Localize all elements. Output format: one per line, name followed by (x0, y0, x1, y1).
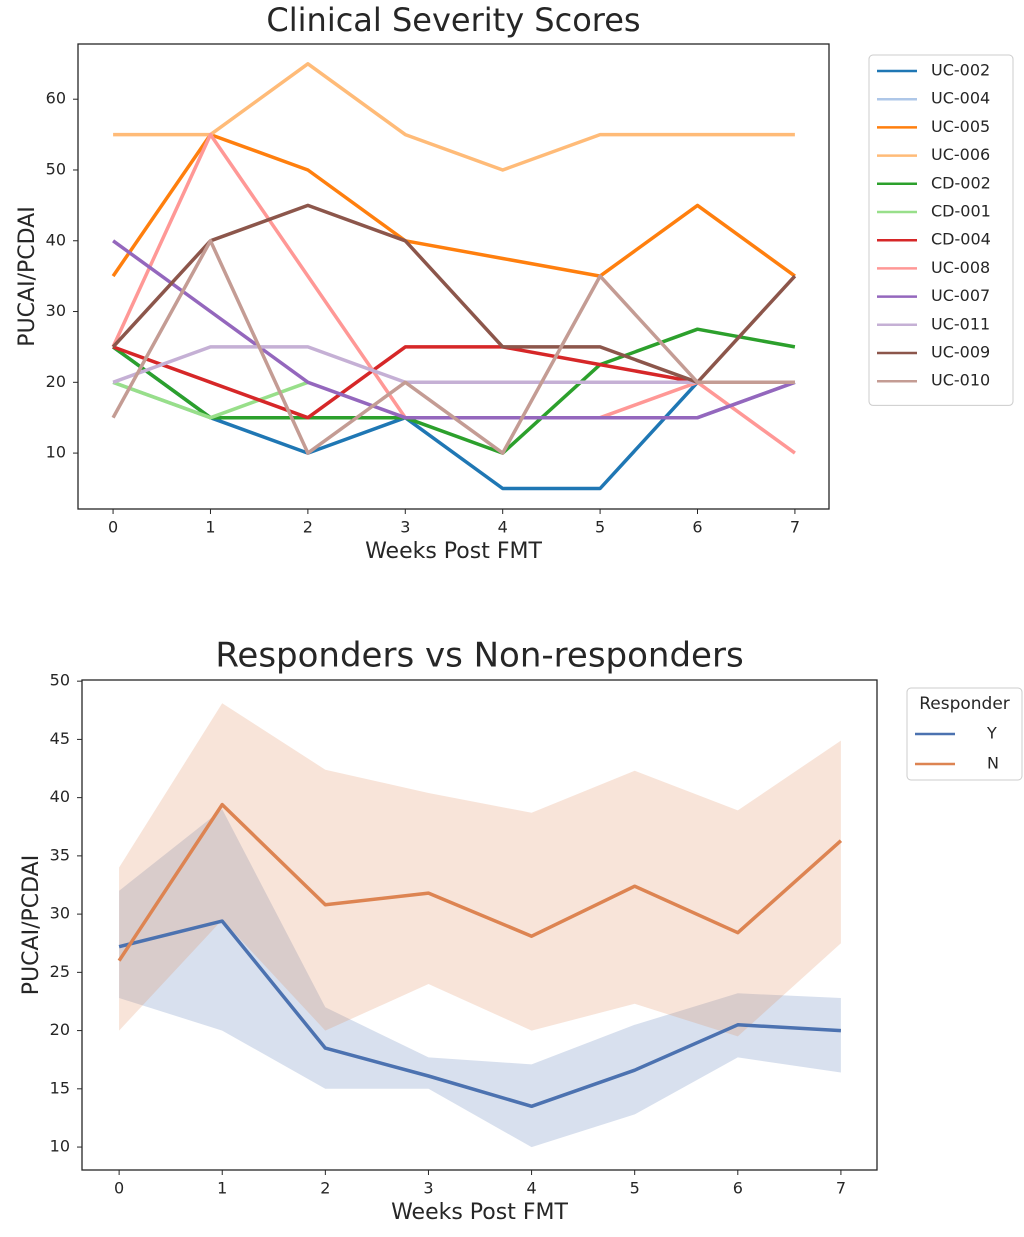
legend-label: UC-009 (931, 343, 990, 362)
plot-frame (81, 679, 878, 1171)
confidence-band (119, 703, 841, 1037)
y-tick-label: 60 (46, 89, 66, 108)
confidence-band (119, 809, 841, 1148)
x-tick-label: 4 (498, 518, 508, 537)
series-line (118, 919, 841, 1109)
x-axis-label: Weeks Post FMT (391, 1200, 568, 1225)
x-tick-label: 3 (423, 1179, 433, 1198)
legend-label: CD-004 (931, 230, 991, 249)
series-line (112, 380, 309, 420)
x-tick-label: 6 (733, 1179, 743, 1198)
x-tick-label: 7 (836, 1179, 846, 1198)
y-tick-label: 20 (46, 372, 66, 391)
legend-title: Responder (919, 694, 1010, 714)
y-axis-label: PUCAI/PCDAI (19, 855, 44, 995)
x-tick-label: 2 (320, 1179, 330, 1198)
legend-label: UC-004 (931, 89, 990, 108)
legend-label: UC-005 (931, 117, 990, 136)
chart-title: Responders vs Non-responders (215, 636, 743, 676)
y-tick-label: 30 (50, 904, 70, 923)
legend-label: N (987, 754, 999, 773)
y-tick-label: 40 (50, 787, 70, 806)
legend-label: UC-008 (931, 258, 990, 277)
y-tick-label: 40 (46, 230, 66, 249)
x-tick-label: 7 (790, 518, 800, 537)
legend-label: UC-002 (931, 61, 990, 80)
y-tick-label: 20 (50, 1020, 70, 1039)
x-tick-label: 2 (303, 518, 313, 537)
series-line (113, 62, 795, 172)
y-axis-label: PUCAI/PCDAI (15, 206, 40, 346)
series-line (111, 239, 795, 455)
x-tick-label: 5 (595, 518, 605, 537)
series-line (112, 345, 795, 385)
x-tick-label: 1 (205, 518, 215, 537)
x-tick-label: 4 (526, 1179, 536, 1198)
x-tick-label: 6 (692, 518, 702, 537)
legend-box (868, 54, 1014, 406)
y-tick-label: 45 (50, 729, 70, 748)
legend-label: UC-007 (931, 286, 990, 305)
plot-frame (77, 43, 830, 510)
series-line (112, 345, 795, 491)
series-line (111, 132, 796, 278)
x-tick-label: 0 (108, 518, 118, 537)
legend-label: UC-006 (931, 145, 990, 164)
x-tick-label: 1 (217, 1179, 227, 1198)
y-tick-label: 30 (46, 301, 66, 320)
x-tick-label: 3 (400, 518, 410, 537)
legend-label: Y (986, 724, 997, 743)
series-line (112, 345, 698, 420)
y-tick-label: 50 (50, 671, 70, 690)
y-tick-label: 15 (50, 1078, 70, 1097)
y-tick-label: 25 (50, 962, 70, 981)
legend-label: CD-002 (931, 173, 991, 192)
y-tick-label: 10 (50, 1137, 70, 1156)
x-tick-label: 5 (630, 1179, 640, 1198)
legend-label: UC-010 (931, 371, 990, 390)
y-tick-label: 50 (46, 159, 66, 178)
series-line (117, 802, 843, 962)
y-tick-label: 35 (50, 845, 70, 864)
series-line (111, 203, 797, 385)
x-tick-label: 0 (114, 1179, 124, 1198)
x-axis-label: Weeks Post FMT (365, 539, 542, 564)
legend-box (906, 687, 1023, 781)
legend-label: UC-011 (931, 314, 990, 333)
series-line (112, 327, 796, 455)
y-tick-label: 10 (46, 443, 66, 462)
legend-label: CD-001 (931, 202, 991, 221)
chart-title: Clinical Severity Scores (266, 1, 640, 39)
